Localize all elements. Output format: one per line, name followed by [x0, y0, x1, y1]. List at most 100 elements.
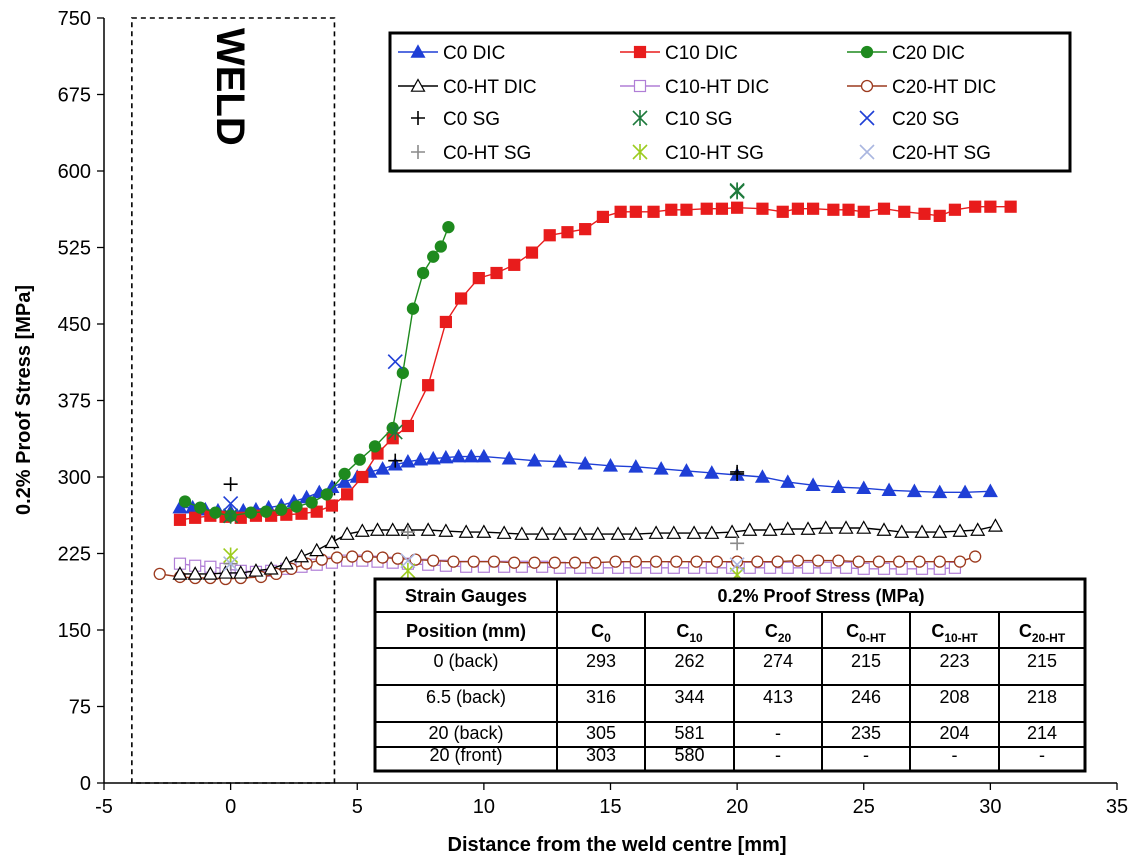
data-series: [153, 182, 1017, 586]
data-point: [857, 205, 870, 218]
table-cell: 344: [674, 687, 704, 707]
data-point: [590, 526, 606, 540]
data-point: [969, 550, 982, 563]
data-point: [838, 520, 854, 534]
legend-marker: [633, 45, 647, 59]
data-point: [153, 567, 166, 581]
data-point: [730, 536, 745, 551]
x-tick-label: 5: [352, 796, 363, 818]
data-point: [987, 518, 1003, 532]
data-point: [416, 266, 430, 280]
data-point: [294, 548, 310, 563]
data-point: [388, 453, 403, 468]
data-point: [375, 461, 391, 475]
table-cell: 223: [939, 651, 969, 671]
data-point: [579, 223, 592, 236]
series-line: [179, 206, 1011, 521]
legend-marker: [411, 111, 425, 125]
data-point: [776, 205, 789, 218]
table-cell: 215: [851, 651, 881, 671]
legend-item: C20 DIC: [847, 43, 965, 64]
data-point: [172, 566, 188, 580]
data-point: [647, 205, 660, 218]
table-cell: 214: [1027, 723, 1057, 743]
data-point: [525, 246, 539, 259]
table-cell: 208: [939, 687, 969, 707]
table-cell: 305: [586, 723, 616, 743]
data-point: [805, 477, 821, 491]
data-point: [361, 550, 374, 563]
data-point: [454, 292, 468, 305]
data-point: [914, 524, 930, 538]
legend-marker: [860, 45, 874, 59]
y-tick-label: 450: [58, 314, 91, 336]
column-header-subscript: 10-HT: [944, 631, 978, 645]
legend-marker: [410, 78, 426, 92]
strain-gauge-table: Strain Gauges 0.2% Proof Stress (MPa) Posi…: [373, 577, 1087, 773]
y-axis-title: 0.2% Proof Stress [MPa]: [13, 285, 35, 515]
data-point: [472, 272, 485, 285]
data-point: [780, 521, 796, 535]
data-point: [463, 448, 479, 463]
legend: C0 DIC C10 DIC C20 DIC C0-HT DIC C10-HT DIC C…: [388, 31, 1072, 173]
data-point: [396, 366, 409, 380]
data-point: [678, 463, 694, 477]
data-point: [223, 507, 239, 524]
table-cell: 262: [674, 651, 704, 671]
legend-marker: [632, 144, 648, 160]
data-point: [548, 556, 561, 569]
legend-label: C10 DIC: [665, 43, 738, 64]
data-point: [577, 456, 593, 470]
data-point: [648, 525, 664, 539]
legend-label: C20 SG: [892, 109, 960, 130]
data-point: [346, 550, 359, 563]
data-point: [356, 470, 369, 484]
data-point: [665, 203, 678, 216]
legend-marker: [859, 144, 875, 160]
data-point: [628, 526, 644, 540]
data-point: [953, 555, 967, 568]
data-point: [447, 555, 460, 568]
data-point: [496, 525, 512, 539]
legend-item: C10 SG: [632, 109, 733, 130]
data-point: [704, 465, 720, 479]
data-point: [957, 484, 973, 499]
data-point: [325, 499, 339, 512]
column-header-subscript: 20: [778, 631, 792, 645]
data-point: [173, 513, 187, 526]
data-point: [876, 522, 892, 536]
data-point: [552, 526, 568, 540]
table-column-header: C0-HT: [846, 621, 886, 645]
data-point: [310, 505, 323, 518]
x-tick-label: -5: [95, 796, 113, 818]
data-point: [628, 459, 644, 473]
data-point: [932, 484, 948, 499]
y-tick-label: 75: [69, 697, 91, 719]
y-tick-label: 525: [58, 238, 91, 260]
table-cell: 274: [763, 651, 793, 671]
data-point: [320, 488, 334, 501]
data-point: [194, 501, 207, 514]
data-point: [918, 207, 931, 220]
table-cell: 215: [1027, 651, 1057, 671]
data-point: [856, 480, 872, 495]
data-point: [339, 526, 355, 540]
legend-item: C20 SG: [859, 109, 960, 130]
legend-label: C10-HT SG: [665, 143, 764, 164]
x-tick-label: 35: [1106, 796, 1128, 818]
data-point: [476, 524, 492, 538]
data-point: [568, 556, 582, 569]
data-point: [589, 556, 602, 569]
legend-label: C0 SG: [443, 109, 500, 130]
data-point: [984, 200, 997, 213]
table-cell: -: [863, 745, 869, 765]
legend-label: C10-HT DIC: [665, 77, 769, 98]
data-point: [498, 560, 511, 573]
data-point: [791, 202, 805, 215]
data-point: [354, 523, 370, 537]
data-point: [467, 555, 480, 568]
series-c20-ht-sg: [223, 553, 745, 573]
data-point: [305, 496, 318, 509]
x-tick-label: 20: [726, 796, 748, 818]
data-point: [263, 561, 279, 575]
